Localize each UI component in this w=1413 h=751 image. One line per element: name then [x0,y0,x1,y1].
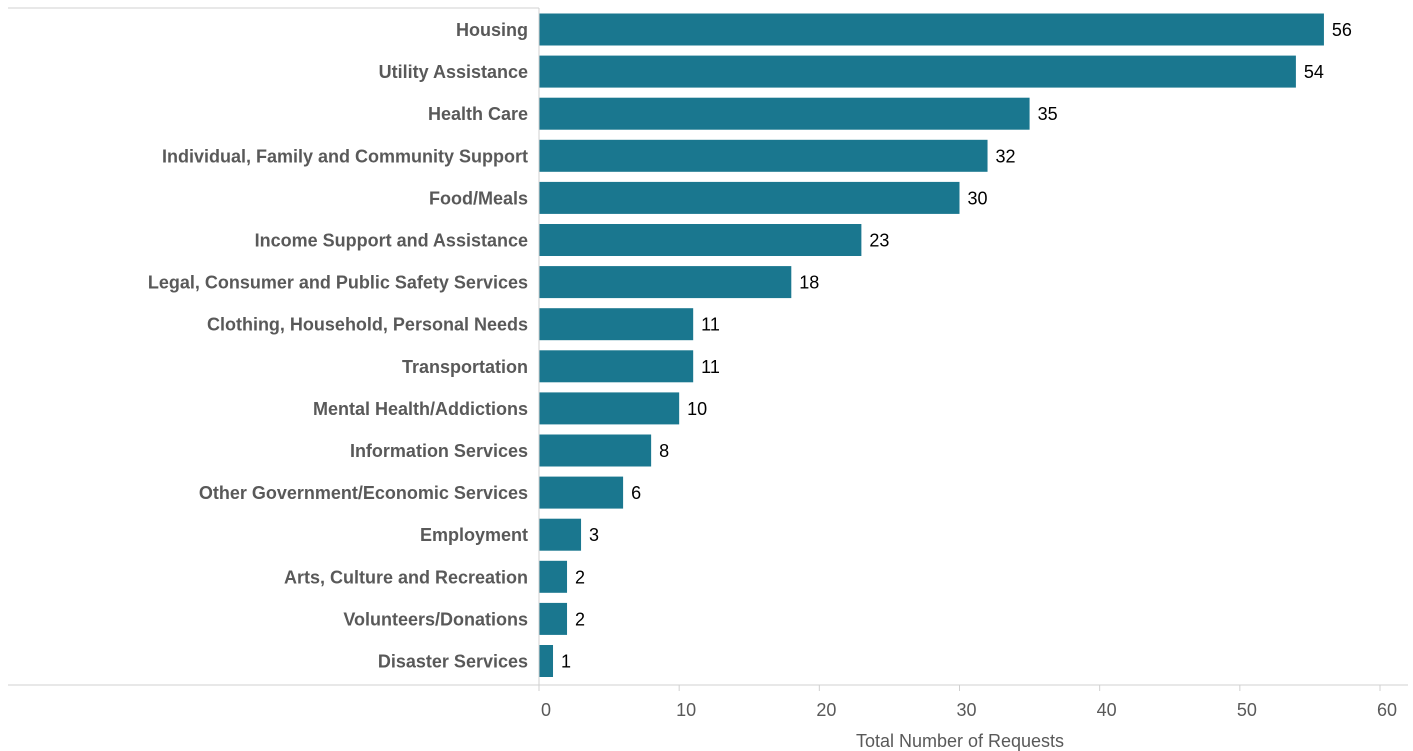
bar-housing [539,13,1324,46]
bars-layer [539,13,1324,677]
bar-other-government-economic-services [539,476,624,509]
category-label-clothing-household-personal-needs: Clothing, Household, Personal Needs [207,315,528,335]
category-label-mental-health-addictions: Mental Health/Addictions [313,399,528,419]
bar-utility-assistance [539,55,1296,88]
category-label-other-government-economic-services: Other Government/Economic Services [199,483,528,503]
category-label-volunteers-donations: Volunteers/Donations [343,609,528,629]
bar-information-services [539,434,652,467]
category-label-individual-family-and-community-support: Individual, Family and Community Support [162,146,528,166]
x-tick-label-30: 30 [956,700,976,720]
x-tick-label-50: 50 [1237,700,1257,720]
bar-income-support-and-assistance [539,224,862,256]
value-label-food-meals: 30 [968,188,988,208]
value-label-health-care: 35 [1038,104,1058,124]
value-label-legal-consumer-and-public-safety-services: 18 [799,273,819,293]
bar-arts-culture-and-recreation [539,560,568,593]
value-label-volunteers-donations: 2 [575,609,585,629]
category-label-income-support-and-assistance: Income Support and Assistance [255,231,528,251]
bar-volunteers-donations [539,602,568,635]
bar-clothing-household-personal-needs [539,308,694,341]
bar-individual-family-and-community-support [539,139,988,172]
value-label-disaster-services: 1 [561,652,571,672]
x-tick-label-20: 20 [816,700,836,720]
x-axis-title: Total Number of Requests [856,731,1064,751]
category-label-arts-culture-and-recreation: Arts, Culture and Recreation [284,567,528,587]
x-ticks: 0 10 20 30 40 50 60 [538,685,1397,720]
x-tick-label-40: 40 [1097,700,1117,720]
x-tick-label-0: 0 [541,700,551,720]
bar-food-meals [539,181,960,214]
category-label-utility-assistance: Utility Assistance [379,62,528,82]
bar-health-care [539,97,1030,130]
value-label-mental-health-addictions: 10 [687,399,707,419]
value-label-information-services: 8 [659,441,669,461]
bar-mental-health-addictions [539,392,680,425]
category-label-information-services: Information Services [350,441,528,461]
category-label-employment: Employment [420,525,528,545]
category-label-health-care: Health Care [428,104,528,124]
value-label-utility-assistance: 54 [1304,62,1324,82]
value-label-housing: 56 [1332,20,1352,40]
bar-legal-consumer-and-public-safety-services [539,266,792,299]
bar-employment [539,518,582,551]
axes [8,7,1408,686]
x-tick-label-60: 60 [1377,700,1397,720]
value-label-individual-family-and-community-support: 32 [996,146,1016,166]
bar-transportation [539,350,694,383]
x-tick-label-10: 10 [676,700,696,720]
category-label-food-meals: Food/Meals [429,188,528,208]
value-label-other-government-economic-services: 6 [631,483,641,503]
value-label-employment: 3 [589,525,599,545]
category-label-housing: Housing [456,20,528,40]
category-label-disaster-services: Disaster Services [378,652,528,672]
category-label-transportation: Transportation [402,357,528,377]
category-labels: Housing Utility Assistance Health Care Indi… [148,20,528,672]
value-label-income-support-and-assistance: 23 [869,231,889,251]
bar-disaster-services [539,645,554,677]
value-label-transportation: 11 [701,357,720,377]
category-label-legal-consumer-and-public-safety-services: Legal, Consumer and Public Safety Servic… [148,273,528,293]
value-label-clothing-household-personal-needs: 11 [701,315,720,335]
value-label-arts-culture-and-recreation: 2 [575,567,585,587]
